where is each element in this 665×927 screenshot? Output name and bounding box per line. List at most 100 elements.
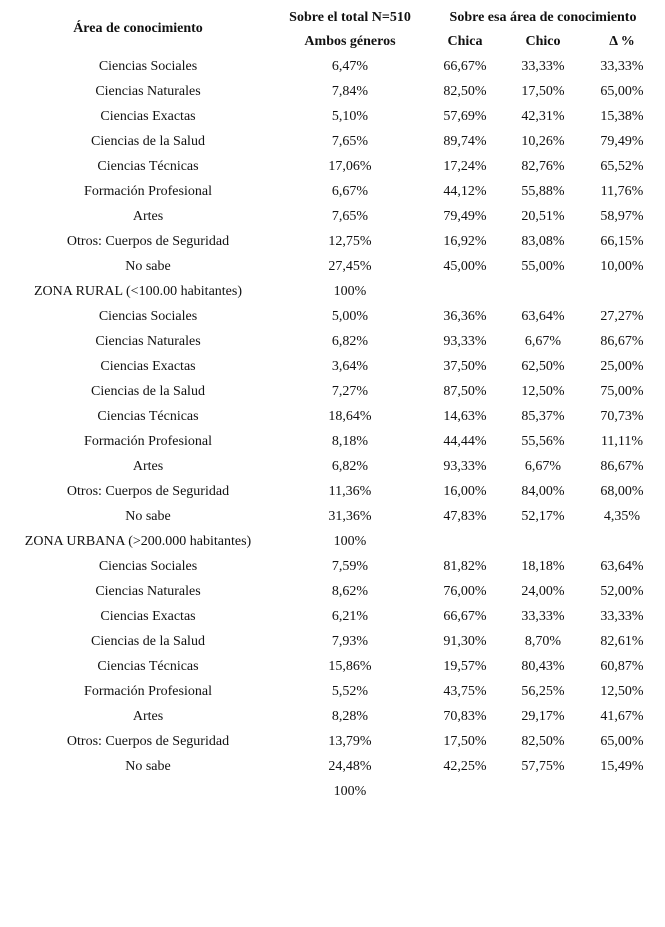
cell-area: Otros: Cuerpos de Seguridad — [67, 484, 229, 499]
header-both: Ambos géneros — [304, 34, 396, 49]
cell-area: Formación Profesional — [84, 684, 212, 699]
cell-total: 8,28% — [332, 709, 369, 724]
header-chico: Chico — [526, 34, 561, 49]
cell-chica: 17,24% — [443, 159, 487, 174]
cell-delta: 79,49% — [600, 134, 644, 149]
cell-chico: 6,67% — [525, 334, 562, 349]
cell-chica: 19,57% — [443, 659, 487, 674]
cell-delta: 68,00% — [600, 484, 644, 499]
cell-total: 3,64% — [332, 359, 369, 374]
cell-delta: 33,33% — [600, 59, 644, 74]
cell-chico: 85,37% — [521, 409, 565, 424]
cell-area: Otros: Cuerpos de Seguridad — [67, 234, 229, 249]
cell-delta: 63,64% — [600, 559, 644, 574]
cell-chica: 93,33% — [443, 334, 487, 349]
cell-delta: 33,33% — [600, 609, 644, 624]
cell-area: Ciencias Técnicas — [97, 159, 198, 174]
cell-delta: 12,50% — [600, 684, 644, 699]
cell-total: 12,75% — [328, 234, 372, 249]
cell-chico: 84,00% — [521, 484, 565, 499]
cell-chica: 70,83% — [443, 709, 487, 724]
cell-chica: 37,50% — [443, 359, 487, 374]
cell-delta: 25,00% — [600, 359, 644, 374]
cell-total: 15,86% — [328, 659, 372, 674]
cell-total: 7,84% — [332, 84, 369, 99]
cell-area: No sabe — [125, 509, 171, 524]
cell-delta: 66,15% — [600, 234, 644, 249]
cell-total: 6,21% — [332, 609, 369, 624]
cell-area: Ciencias de la Salud — [91, 134, 205, 149]
cell-chico: 80,43% — [521, 659, 565, 674]
cell-area: Formación Profesional — [84, 434, 212, 449]
cell-delta: 58,97% — [600, 209, 644, 224]
cell-delta: 82,61% — [600, 634, 644, 649]
cell-area: Ciencias Exactas — [100, 359, 195, 374]
cell-total: 5,10% — [332, 109, 369, 124]
cell-total: 8,18% — [332, 434, 369, 449]
cell-chico: 33,33% — [521, 59, 565, 74]
cell-delta: 65,00% — [600, 734, 644, 749]
cell-total: 100% — [334, 784, 367, 799]
cell-delta: 60,87% — [600, 659, 644, 674]
cell-total: 13,79% — [328, 734, 372, 749]
cell-chico: 83,08% — [521, 234, 565, 249]
cell-total: 6,47% — [332, 59, 369, 74]
cell-chico: 29,17% — [521, 709, 565, 724]
cell-total: 27,45% — [328, 259, 372, 274]
cell-chica: 57,69% — [443, 109, 487, 124]
cell-total: 7,93% — [332, 634, 369, 649]
header-total-group: Sobre el total N=510 — [289, 10, 411, 25]
cell-delta: 86,67% — [600, 334, 644, 349]
cell-chica: 44,12% — [443, 184, 487, 199]
cell-chico: 33,33% — [521, 609, 565, 624]
cell-delta: 65,52% — [600, 159, 644, 174]
cell-chico: 57,75% — [521, 759, 565, 774]
cell-delta: 27,27% — [600, 309, 644, 324]
cell-chica: 66,67% — [443, 59, 487, 74]
cell-chica: 87,50% — [443, 384, 487, 399]
cell-chico: 18,18% — [521, 559, 565, 574]
cell-total: 6,67% — [332, 184, 369, 199]
cell-total: 24,48% — [328, 759, 372, 774]
cell-total: 6,82% — [332, 334, 369, 349]
cell-delta: 11,11% — [601, 434, 643, 449]
cell-chica: 45,00% — [443, 259, 487, 274]
cell-chico: 24,00% — [521, 584, 565, 599]
cell-area: Ciencias Técnicas — [97, 409, 198, 424]
cell-delta: 52,00% — [600, 584, 644, 599]
cell-chico: 6,67% — [525, 459, 562, 474]
cell-total: 5,00% — [332, 309, 369, 324]
cell-chico: 55,00% — [521, 259, 565, 274]
cell-chica: 79,49% — [443, 209, 487, 224]
cell-area: Ciencias Naturales — [95, 584, 200, 599]
cell-area: Ciencias Exactas — [100, 109, 195, 124]
cell-area: ZONA URBANA (>200.000 habitantes) — [25, 534, 252, 549]
cell-delta: 70,73% — [600, 409, 644, 424]
cell-area: Ciencias Exactas — [100, 609, 195, 624]
cell-chico: 12,50% — [521, 384, 565, 399]
header-delta: Δ % — [609, 34, 635, 49]
cell-chica: 66,67% — [443, 609, 487, 624]
cell-total: 7,65% — [332, 209, 369, 224]
cell-total: 7,59% — [332, 559, 369, 574]
cell-total: 17,06% — [328, 159, 372, 174]
cell-chica: 43,75% — [443, 684, 487, 699]
cell-total: 7,27% — [332, 384, 369, 399]
cell-chico: 63,64% — [521, 309, 565, 324]
cell-delta: 4,35% — [604, 509, 641, 524]
cell-total: 8,62% — [332, 584, 369, 599]
cell-delta: 15,38% — [600, 109, 644, 124]
cell-total: 31,36% — [328, 509, 372, 524]
cell-area: Ciencias Técnicas — [97, 659, 198, 674]
cell-area: No sabe — [125, 759, 171, 774]
cell-chica: 14,63% — [443, 409, 487, 424]
cell-chico: 10,26% — [521, 134, 565, 149]
cell-area: Ciencias de la Salud — [91, 384, 205, 399]
cell-chico: 56,25% — [521, 684, 565, 699]
cell-chica: 82,50% — [443, 84, 487, 99]
header-area: Área de conocimiento — [73, 19, 203, 36]
cell-total: 100% — [334, 534, 367, 549]
cell-area: ZONA RURAL (<100.00 habitantes) — [34, 284, 242, 299]
